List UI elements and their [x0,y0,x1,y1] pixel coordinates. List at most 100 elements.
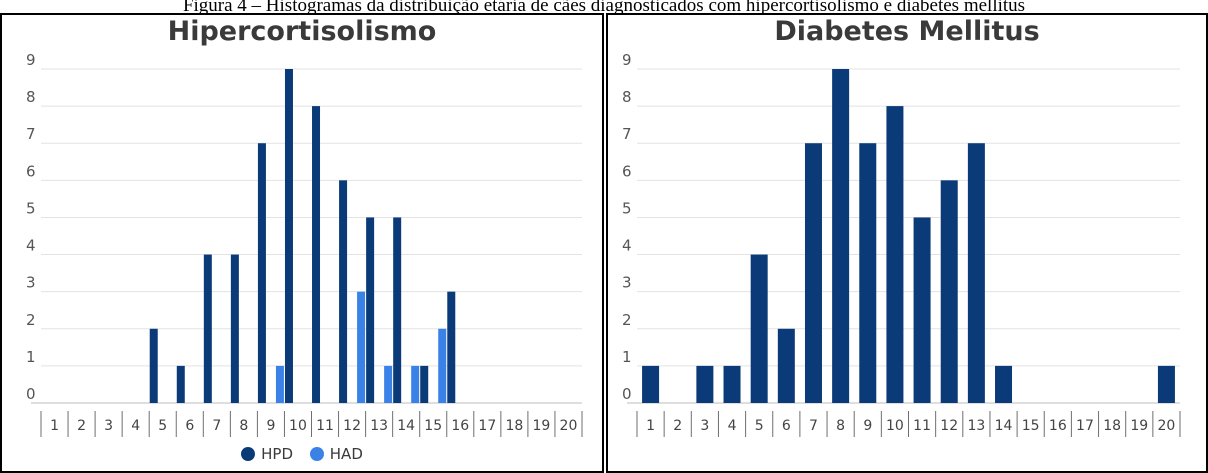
x-tick-label: 10 [289,418,307,434]
bar [696,365,714,403]
x-tick-label: 19 [1130,418,1148,434]
x-tick-label: 18 [505,418,523,434]
x-tick-label: 6 [185,418,194,434]
chart-title: Diabetes Mellitus [774,16,1040,47]
x-tick-label: 3 [700,418,709,434]
x-tick-label: 14 [397,418,415,434]
x-tick-label: 8 [836,418,845,434]
bar [642,365,660,403]
x-tick-label: 13 [370,418,388,434]
y-tick-label: 2 [26,311,36,329]
y-tick-label: 5 [26,199,36,217]
x-tick-label: 11 [316,418,334,434]
bar [1157,365,1175,403]
x-tick-label: 7 [809,418,818,434]
bar [804,143,822,403]
hpd-swatch [241,447,256,461]
bar [203,254,212,403]
bar [967,143,985,403]
x-tick-label: 16 [1049,418,1067,434]
x-tick-label: 1 [646,418,655,434]
y-tick-label: 8 [622,88,632,106]
bar [176,365,185,403]
x-tick-label: 7 [212,418,221,434]
bar [275,365,284,403]
y-tick-label: 9 [26,51,36,69]
x-tick-label: 2 [77,418,86,434]
legend-item-had: HAD [309,445,363,463]
x-tick-label: 5 [158,418,167,434]
x-tick-label: 13 [967,418,985,434]
x-tick-label: 18 [1103,418,1121,434]
y-tick-label: 4 [622,237,632,255]
bar [940,180,958,403]
legend-label-had: HAD [329,445,363,463]
bar [339,180,348,403]
x-tick-label: 14 [995,418,1013,434]
y-tick-label: 6 [26,162,36,180]
bar [384,365,393,403]
bar [411,365,420,403]
bar [420,365,429,403]
x-tick-label: 1 [50,418,59,434]
x-tick-label: 17 [478,418,496,434]
x-tick-label: 12 [343,418,361,434]
bar [438,328,447,403]
x-tick-label: 8 [239,418,248,434]
x-tick-label: 20 [1158,418,1176,434]
y-tick-label: 3 [26,274,36,292]
bar [230,254,239,403]
y-tick-label: 5 [622,199,632,217]
bar [366,217,375,403]
bar [859,143,877,403]
bar [777,328,795,403]
y-tick-label: 0 [622,385,632,403]
legend-item-hpd: HPD [241,445,293,463]
y-tick-label: 2 [622,311,632,329]
bar [832,69,850,403]
figure-caption: Figura 4 – Histogramas da distribuição e… [182,0,1026,16]
bar [995,365,1013,403]
x-tick-label: 9 [266,418,275,434]
bar [913,217,931,403]
bar [357,291,366,403]
bar [723,365,741,403]
y-tick-label: 7 [622,125,632,143]
x-tick-label: 11 [913,418,931,434]
y-tick-label: 4 [26,237,36,255]
x-tick-label: 15 [424,418,442,434]
x-tick-label: 5 [755,418,764,434]
bar [886,106,904,403]
x-tick-label: 17 [1076,418,1094,434]
bar [149,328,158,403]
x-tick-label: 4 [131,418,140,434]
bar [447,291,456,403]
x-tick-label: 4 [728,418,737,434]
x-tick-label: 19 [533,418,551,434]
bar [312,106,321,403]
bar [750,254,768,403]
y-tick-label: 3 [622,274,632,292]
x-tick-label: 20 [560,418,578,434]
had-swatch [309,447,324,461]
x-tick-label: 12 [940,418,958,434]
x-tick-label: 10 [886,418,904,434]
y-tick-label: 9 [622,51,632,69]
legend: HPD HAD [2,445,602,463]
chart-title: Hipercortisolismo [167,16,437,47]
bar [257,143,266,403]
y-tick-label: 8 [26,88,36,106]
x-tick-label: 6 [782,418,791,434]
diabetes-mellitus-panel: Diabetes Mellitus 0 1 2 3 4 5 6 7 8 9 1 2 3 4 5 6 7 8 9 10 1… [606,13,1208,473]
x-tick-label: 2 [673,418,682,434]
x-tick-label: 15 [1022,418,1040,434]
legend-label-hpd: HPD [261,445,293,463]
hipercortisolismo-panel: Hipercortisolismo 0 1 2 3 4 5 6 7 8 9 1 2 3 4 5 6 7 8 9 10 1… [0,13,604,473]
y-tick-label: 0 [26,385,36,403]
x-tick-label: 9 [863,418,872,434]
y-tick-label: 6 [622,162,632,180]
x-tick-label: 3 [104,418,113,434]
y-tick-label: 1 [622,348,632,366]
